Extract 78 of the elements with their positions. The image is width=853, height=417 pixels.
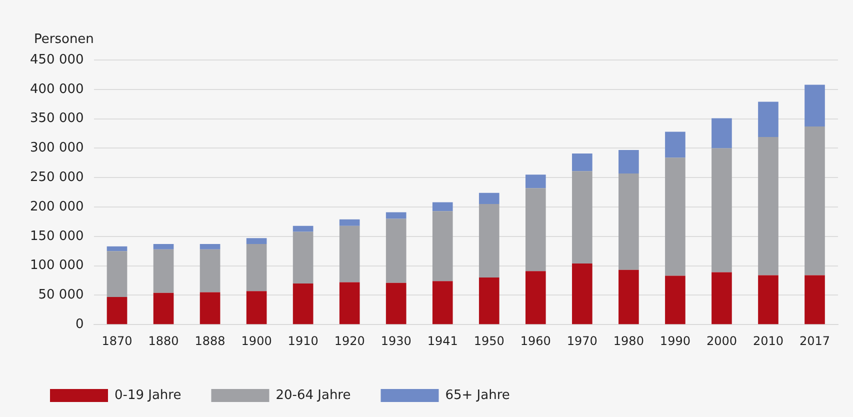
- legend-label: 65+ Jahre: [445, 388, 510, 403]
- bar: [712, 272, 732, 324]
- bar: [292, 232, 314, 284]
- x-tick-label: 1930: [380, 334, 412, 348]
- bar: [339, 282, 360, 324]
- bar: [432, 211, 453, 282]
- bar: [386, 212, 406, 219]
- bar: [339, 226, 360, 282]
- bar: [758, 137, 778, 276]
- x-tick-label: 1970: [566, 334, 598, 348]
- bar: [665, 158, 686, 276]
- legend-label: 20-64 Jahre: [276, 388, 351, 403]
- y-tick-label: 200 000: [30, 199, 84, 214]
- x-tick-label: 1920: [334, 334, 365, 348]
- bar: [386, 282, 406, 324]
- y-tick-label: 100 000: [30, 258, 84, 274]
- x-tick-label: 1990: [660, 334, 690, 348]
- bar: [804, 126, 825, 276]
- x-tick-label: 1950: [474, 334, 504, 348]
- bar: [153, 244, 174, 250]
- bar: [478, 204, 500, 278]
- bar: [386, 218, 406, 283]
- y-axis-title: Personen: [34, 32, 94, 47]
- bar: [106, 251, 128, 297]
- bar: [618, 150, 639, 174]
- y-tick-label: 150 000: [30, 228, 84, 244]
- bar: [804, 84, 825, 126]
- x-tick-label: 1900: [241, 334, 272, 348]
- x-tick-label: 1980: [613, 334, 644, 348]
- bar: [478, 278, 500, 324]
- bar: [200, 292, 220, 324]
- bar: [106, 296, 128, 324]
- bar: [200, 249, 220, 292]
- bar: [106, 246, 128, 252]
- bar: [712, 118, 732, 148]
- x-tick-label: 1960: [520, 334, 551, 348]
- bar: [758, 102, 778, 138]
- y-tick-label: 400 000: [30, 82, 84, 97]
- x-tick-label: 1870: [102, 334, 132, 348]
- bar: [572, 171, 592, 264]
- bar: [292, 226, 314, 232]
- bar: [758, 275, 778, 324]
- bar: [525, 174, 546, 188]
- bar: [525, 271, 546, 324]
- bar: [572, 153, 592, 172]
- bar: [432, 281, 453, 324]
- bar: [712, 148, 732, 272]
- bar: [665, 276, 686, 324]
- bar: [618, 173, 639, 270]
- x-tick-label: 2010: [752, 334, 784, 348]
- y-tick-label: 50 000: [38, 288, 84, 303]
- bar: [153, 292, 174, 324]
- x-tick-label: 1910: [288, 334, 318, 348]
- bar: [246, 238, 267, 244]
- bar: [432, 202, 453, 212]
- bar: [478, 192, 500, 204]
- bar: [525, 188, 546, 272]
- bar: [339, 219, 360, 226]
- bar: [804, 275, 825, 324]
- x-tick-label: 2017: [799, 334, 830, 348]
- y-tick-label: 250 000: [30, 170, 84, 185]
- bar: [572, 263, 592, 324]
- legend-label: 0-19 Jahre: [114, 388, 182, 403]
- x-tick-label: 1880: [148, 334, 179, 348]
- bar: [292, 283, 314, 324]
- x-tick-label: 1941: [427, 334, 458, 348]
- bar: [246, 244, 267, 292]
- bar: [200, 244, 220, 250]
- bar: [153, 249, 174, 293]
- bar: [618, 270, 639, 324]
- bar: [246, 291, 267, 324]
- y-tick-label: 450 000: [30, 52, 84, 68]
- x-tick-label: 2000: [706, 334, 737, 348]
- y-tick-label: 0: [75, 316, 84, 332]
- y-tick-label: 350 000: [30, 111, 84, 126]
- x-tick-label: 1888: [194, 334, 226, 348]
- y-tick-label: 300 000: [30, 140, 84, 156]
- bar: [665, 132, 686, 158]
